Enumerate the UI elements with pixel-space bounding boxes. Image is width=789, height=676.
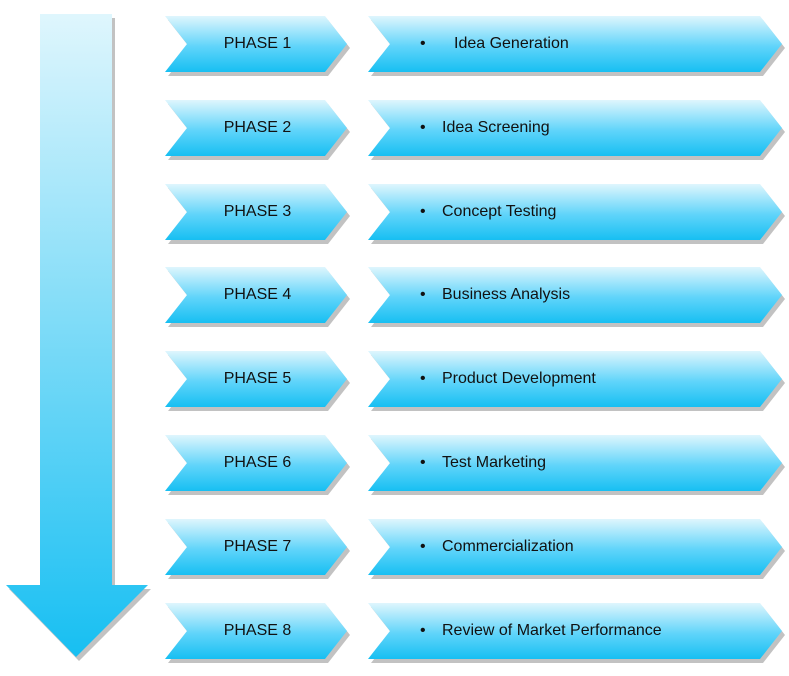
phase-chevron: [165, 184, 350, 244]
step-text: Idea Screening: [442, 119, 550, 136]
step-label: • Idea Generation: [420, 16, 770, 72]
phase-label: PHASE 6: [223, 454, 292, 471]
step-chevron: [368, 267, 785, 327]
bullet-icon: •: [420, 454, 426, 471]
bullet-icon: •: [420, 35, 426, 52]
phase-label: PHASE 8: [223, 622, 292, 639]
step-label: • Business Analysis: [420, 267, 770, 323]
phase-label: PHASE 1: [223, 35, 292, 52]
phase-chevron: [165, 519, 350, 579]
phase-label: PHASE 7: [223, 538, 292, 555]
step-label: • Commercialization: [420, 519, 770, 575]
bullet-icon: •: [420, 119, 426, 136]
step-text: Business Analysis: [442, 286, 571, 303]
step-text: Idea Generation: [454, 35, 569, 52]
down-arrow-shape: [6, 14, 148, 657]
step-chevron: [368, 435, 785, 495]
phase-label: PHASE 5: [223, 370, 292, 387]
step-label: • Idea Screening: [420, 100, 770, 156]
phase-chevron: [165, 267, 350, 327]
phase-chevron: [165, 351, 350, 411]
step-text: Test Marketing: [442, 454, 547, 471]
step-label: • Test Marketing: [420, 435, 770, 491]
bullet-icon: •: [420, 622, 426, 639]
step-label: • Review of Market Performance: [420, 603, 770, 659]
bullet-icon: •: [420, 286, 426, 303]
step-chevron: [368, 519, 785, 579]
step-chevron: [368, 100, 785, 160]
phase-chevrons: [165, 16, 785, 663]
bullet-icon: •: [420, 370, 426, 387]
step-text: Product Development: [442, 370, 596, 387]
down-arrow: [6, 14, 148, 657]
step-chevron: [368, 351, 785, 411]
step-label: • Concept Testing: [420, 184, 770, 240]
step-chevron: [368, 603, 785, 663]
phase-label: PHASE 2: [223, 119, 292, 136]
phase-label: PHASE 3: [223, 203, 292, 220]
step-text: Concept Testing: [442, 203, 557, 220]
step-label: • Product Development: [420, 351, 770, 407]
bullet-icon: •: [420, 203, 426, 220]
phase-chevron: [165, 603, 350, 663]
step-text: Review of Market Performance: [442, 622, 662, 639]
phase-chevron: [165, 16, 350, 76]
phase-chevron: [165, 435, 350, 495]
step-chevron: [368, 184, 785, 244]
step-chevron: [368, 16, 785, 76]
bullet-icon: •: [420, 538, 426, 555]
step-text: Commercialization: [442, 538, 574, 555]
phase-chevron: [165, 100, 350, 160]
phase-label: PHASE 4: [223, 286, 292, 303]
